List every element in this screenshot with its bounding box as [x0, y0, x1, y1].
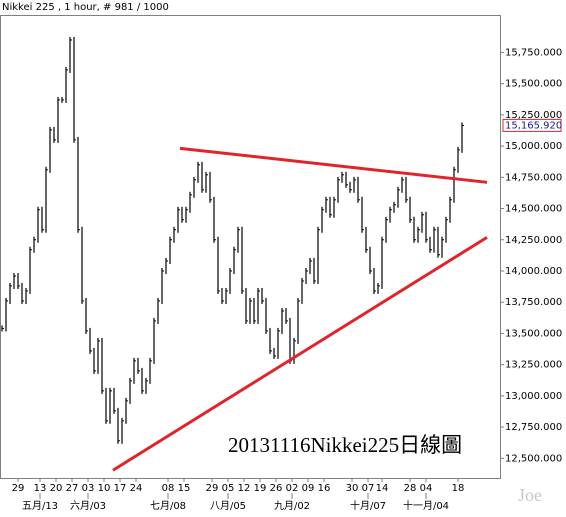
y-tick-label: 13,750.000 [505, 297, 562, 308]
x-tick-label: 27 [66, 483, 79, 494]
chart-title: Nikkei 225 , 1 hour, # 981 / 1000 [2, 2, 169, 13]
month-label: 七月/08 [150, 500, 186, 512]
x-tick-label: 30 [346, 483, 359, 494]
x-tick-label: 18 [452, 483, 465, 494]
x-tick-label: 24 [130, 483, 143, 494]
y-tick-label: 12,500.000 [505, 453, 562, 464]
month-label: 十月/07 [350, 499, 386, 512]
y-tick-label: 15,500.000 [505, 79, 562, 90]
y-tick-label: 15,000.000 [505, 141, 562, 152]
month-label: 六月/03 [70, 500, 106, 512]
annotation: 20131116Nikkei225日線圖 [228, 433, 462, 457]
watermark: Joe [518, 485, 542, 505]
trendline [112, 236, 488, 472]
month-label: 九月/02 [274, 500, 310, 512]
x-tick-label: 02 [286, 483, 299, 494]
trendline [179, 146, 488, 184]
y-tick-label: 14,750.000 [505, 172, 562, 183]
x-tick-label: 10 [98, 483, 111, 494]
y-tick-label: 15,750.000 [505, 47, 562, 58]
x-tick-label: 15 [178, 483, 191, 494]
x-tick-label: 29 [206, 483, 219, 494]
x-tick-label: 09 [302, 483, 315, 494]
x-tick-label: 13 [34, 483, 47, 494]
x-tick-label: 14 [376, 483, 389, 494]
y-tick-label: 12,750.000 [505, 422, 562, 433]
x-tick-label: 19 [254, 483, 267, 494]
y-tick-label: 15,250.000 [505, 110, 562, 121]
x-tick-label: 12 [238, 483, 251, 494]
x-tick-label: 29 [12, 483, 25, 494]
month-label: 八月/05 [210, 500, 246, 512]
y-tick-label: 13,250.000 [505, 360, 562, 371]
plot-frame [0, 15, 501, 479]
last-price-box [502, 118, 562, 132]
x-tick-label: 04 [420, 483, 433, 494]
y-tick-label: 14,250.000 [505, 235, 562, 246]
x-tick-label: 08 [162, 483, 175, 494]
y-tick-label: 14,500.000 [505, 204, 562, 215]
x-tick-label: 26 [270, 483, 283, 494]
x-tick-label: 20 [50, 483, 63, 494]
month-label: 十一月/04 [403, 499, 449, 512]
y-tick-label: 14,000.000 [505, 266, 562, 277]
x-tick-label: 16 [318, 483, 331, 494]
month-label: 五月/13 [22, 500, 58, 512]
x-tick-label: 17 [114, 483, 127, 494]
last-price-label: 15,165.920 [505, 120, 562, 131]
y-tick-label: 13,500.000 [505, 328, 562, 339]
x-tick-label: 28 [404, 483, 417, 494]
x-tick-label: 07 [362, 483, 375, 494]
x-tick-label: 05 [222, 483, 235, 494]
y-tick-label: 13,000.000 [505, 391, 562, 402]
x-tick-label: 03 [82, 483, 95, 494]
